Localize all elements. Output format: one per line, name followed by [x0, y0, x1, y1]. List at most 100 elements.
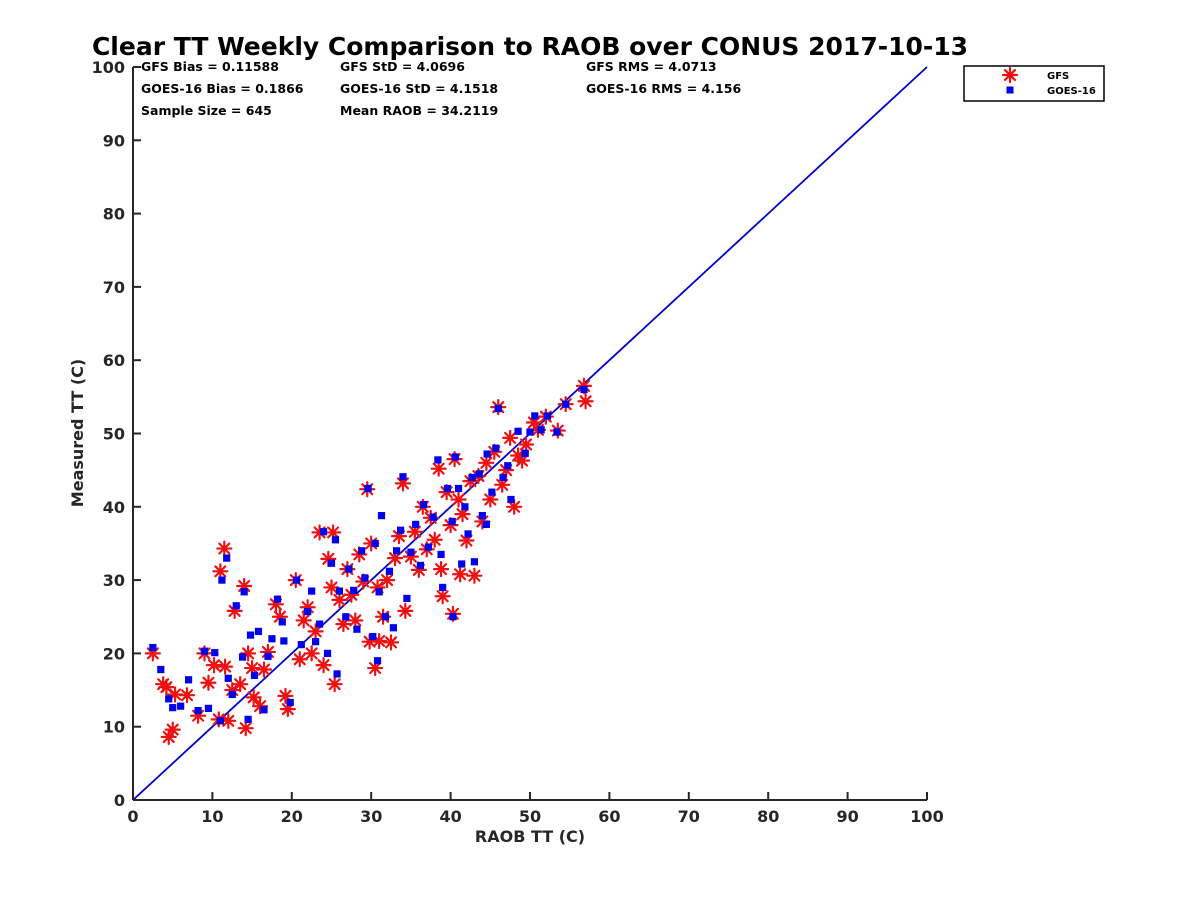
- goes-16-point: [238, 653, 247, 661]
- gfs-point: [450, 491, 467, 508]
- gfs-point: [506, 498, 523, 515]
- goes-16-point: [454, 484, 463, 493]
- goes-16-point: [342, 613, 350, 621]
- goes-16-point: [385, 567, 394, 575]
- goes-16-point: [407, 548, 415, 556]
- y-tick-label: 50: [103, 425, 125, 444]
- goes-16-point: [232, 602, 240, 610]
- gfs-point: [434, 588, 451, 605]
- goes-16-point: [514, 427, 522, 435]
- goes-16-point: [177, 702, 185, 710]
- goes-16-point: [449, 613, 457, 621]
- y-tick-label: 40: [103, 498, 125, 517]
- chart-title: Clear TT Weekly Comparison to RAOB over …: [92, 32, 968, 61]
- gfs-point: [382, 634, 400, 651]
- goes-16-point: [308, 587, 316, 595]
- goes-16-point: [482, 520, 490, 528]
- goes-16-point: [268, 635, 276, 643]
- goes-16-point: [323, 649, 332, 657]
- gfs-point: [237, 720, 254, 737]
- goes-16-point: [335, 587, 344, 595]
- gfs-point: [397, 602, 414, 619]
- gfs-point: [216, 540, 233, 557]
- goes-16-point: [250, 671, 259, 679]
- goes-std-stat: GOES-16 StD = 4.1518: [340, 81, 498, 96]
- x-tick-label: 70: [678, 807, 700, 826]
- goes-16-point: [184, 676, 193, 684]
- goes-16-point: [224, 674, 232, 682]
- goes-16-point: [580, 385, 588, 394]
- goes-16-point: [468, 473, 476, 482]
- y-axis-label: Measured TT (C): [68, 359, 87, 507]
- gfs-point: [323, 579, 340, 596]
- goes-16-point: [273, 595, 282, 603]
- goes-16-point: [292, 576, 301, 584]
- gfs-point: [426, 531, 443, 548]
- goes-16-point: [451, 453, 459, 461]
- goes-16-point: [526, 428, 534, 436]
- goes-16-point: [499, 473, 507, 482]
- y-tick-label: 10: [103, 718, 125, 737]
- goes-16-point: [244, 715, 252, 723]
- gfs-point: [452, 566, 469, 583]
- goes-16-point: [165, 695, 173, 703]
- y-tick-label: 70: [103, 278, 125, 297]
- gfs-point: [303, 645, 320, 662]
- goes-16-point: [396, 526, 405, 534]
- gfs-point: [291, 651, 308, 668]
- gfs-point: [513, 452, 531, 469]
- goes-16-point: [377, 511, 386, 520]
- legend-goes-square: [1006, 86, 1014, 94]
- mean-raob-stat: Mean RAOB = 34.2119: [340, 103, 498, 118]
- legend: GFS GOES-16: [963, 65, 1105, 102]
- goes-16-point: [353, 625, 361, 633]
- goes-16-point: [494, 404, 502, 413]
- legend-goes-marker: [1006, 86, 1014, 94]
- goes-16-point: [403, 594, 411, 603]
- y-tick-label: 100: [92, 58, 125, 77]
- gfs-point: [245, 689, 262, 706]
- goes-16-point: [434, 456, 442, 464]
- gfs-point: [200, 674, 217, 691]
- goes-16-point: [521, 449, 529, 457]
- goes-16-point: [504, 462, 512, 470]
- goes-16-point: [488, 488, 496, 496]
- plot-area: 0 10 20 30 40 50 60 70 80 90 100 0 10 20 30 40 50 60 70 80 9…: [92, 58, 944, 826]
- goes-16-point: [381, 613, 390, 621]
- gfs-point: [315, 657, 332, 674]
- gfs-point: [331, 591, 348, 608]
- sample-size-stat: Sample Size = 645: [141, 103, 272, 118]
- legend-box: [963, 65, 1105, 102]
- gfs-point: [232, 676, 249, 693]
- goes-16-point: [464, 530, 472, 538]
- goes-16-point: [200, 647, 209, 655]
- goes-16-point: [470, 558, 479, 566]
- goes-16-point: [361, 574, 369, 582]
- goes-16-point: [371, 539, 379, 548]
- gfs-point: [164, 721, 181, 738]
- goes-16-point: [507, 495, 515, 504]
- goes-16-point: [461, 503, 469, 511]
- gfs-point: [226, 602, 243, 619]
- goes-16-point: [264, 652, 272, 660]
- goes-16-point: [492, 444, 500, 452]
- gfs-point: [307, 623, 324, 640]
- goes-16-point: [478, 511, 486, 520]
- legend-goes-label: GOES-16: [1047, 86, 1096, 97]
- goes-16-point: [223, 554, 231, 562]
- goes-16-point: [393, 547, 401, 555]
- gfs-point: [502, 429, 519, 446]
- gfs-point: [386, 550, 404, 567]
- goes-16-point: [246, 631, 255, 639]
- legend-gfs-marker: [1001, 66, 1019, 84]
- x-tick-label: 30: [360, 807, 382, 826]
- x-axis-label: RAOB TT (C): [475, 827, 585, 846]
- y-tick-label: 20: [103, 644, 125, 663]
- goes-16-point: [319, 528, 328, 536]
- gfs-rms-stat: GFS RMS = 4.0713: [586, 59, 717, 74]
- gfs-point: [212, 563, 229, 580]
- goes-16-point: [537, 426, 545, 434]
- x-tick-label: 60: [598, 807, 620, 826]
- x-tick-label: 20: [281, 807, 303, 826]
